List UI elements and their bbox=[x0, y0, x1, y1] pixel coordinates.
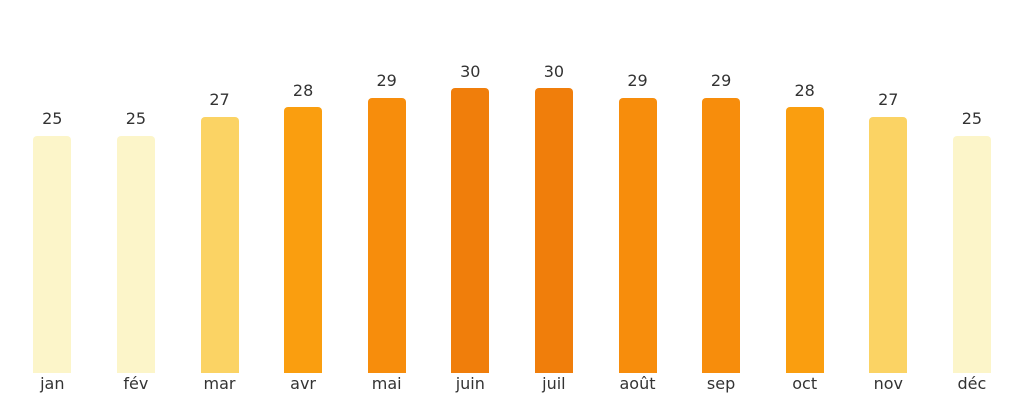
value-label-juin: 30 bbox=[460, 61, 481, 81]
bar-déc bbox=[952, 135, 991, 373]
bar-juil bbox=[534, 88, 573, 373]
month-label-mai: mai bbox=[371, 374, 402, 393]
value-label-jan: 25 bbox=[42, 109, 63, 129]
bar-août bbox=[618, 97, 657, 373]
month-label-août: août bbox=[619, 374, 656, 393]
month-label-déc: déc bbox=[957, 374, 987, 393]
bar-oct bbox=[785, 107, 824, 373]
bar-mar bbox=[200, 116, 239, 373]
value-label-nov: 27 bbox=[878, 90, 899, 110]
bar-jan bbox=[33, 135, 72, 373]
bar-nov bbox=[869, 116, 908, 373]
value-label-fév: 25 bbox=[125, 109, 147, 129]
month-label-oct: oct bbox=[792, 374, 818, 393]
value-label-déc: 25 bbox=[961, 109, 983, 129]
month-label-avr: avr bbox=[290, 374, 317, 393]
value-label-août: 29 bbox=[627, 71, 648, 91]
value-label-mai: 29 bbox=[376, 71, 397, 91]
bar-juin bbox=[451, 88, 490, 373]
month-label-juil: juil bbox=[542, 374, 566, 393]
value-label-sep: 29 bbox=[710, 71, 732, 91]
month-label-juin: juin bbox=[455, 374, 485, 393]
month-label-fév: fév bbox=[123, 374, 149, 393]
value-label-mar: 27 bbox=[209, 90, 230, 110]
month-label-mar: mar bbox=[203, 374, 236, 393]
bar-sep bbox=[702, 97, 741, 373]
month-label-jan: jan bbox=[40, 374, 65, 393]
bar-mai bbox=[367, 97, 406, 373]
month-label-sep: sep bbox=[706, 374, 736, 393]
month-label-nov: nov bbox=[873, 374, 903, 393]
value-label-oct: 28 bbox=[794, 80, 815, 100]
value-label-juil: 30 bbox=[543, 61, 565, 81]
bar-avr bbox=[284, 107, 323, 373]
bar-fév bbox=[116, 135, 155, 373]
value-label-avr: 28 bbox=[292, 80, 314, 100]
